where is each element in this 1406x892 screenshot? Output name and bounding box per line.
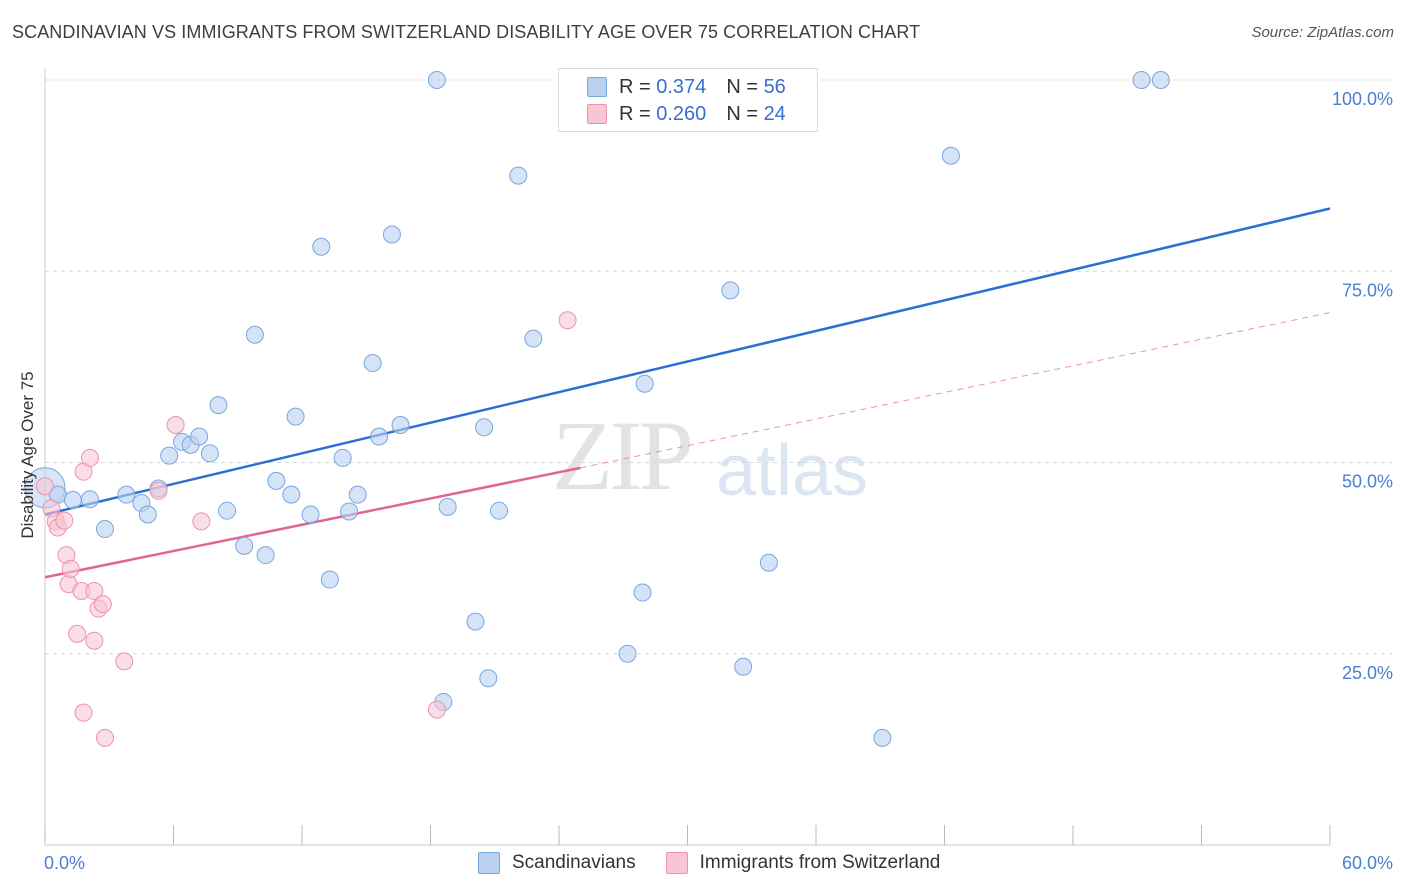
point-scandinavians (1151, 71, 1170, 89)
x-tick-label: 0.0% (44, 853, 85, 873)
legend-item-switzerland: Immigrants from Switzerland (665, 852, 941, 874)
point-scandinavians (333, 448, 352, 467)
y-tick-label: 50.0% (1342, 472, 1393, 492)
point-switzerland (80, 448, 99, 467)
point-switzerland (166, 416, 185, 435)
point-switzerland (61, 559, 80, 578)
point-scandinavians (160, 446, 179, 465)
legend-label-switzerland: Immigrants from Switzerland (699, 852, 941, 873)
point-scandinavians (391, 416, 410, 435)
tick-labels: 25.0% 50.0% 75.0% 100.0% 0.0% 60.0% (44, 89, 1393, 873)
legend-n-value: 56 (763, 75, 786, 98)
point-scandinavians (235, 536, 254, 555)
point-scandinavians (267, 471, 286, 490)
point-scandinavians (941, 146, 960, 165)
legend-n-value: 24 (763, 102, 786, 125)
trendline-scandinavians-0 (44, 207, 1331, 516)
legend-r-label: R = (619, 102, 651, 125)
point-switzerland (95, 728, 114, 747)
legend-item-scandinavians: Scandinavians (478, 852, 636, 874)
point-scandinavians (479, 669, 498, 688)
point-scandinavians (190, 427, 209, 446)
point-scandinavians (438, 497, 457, 516)
watermark-zip: ZIP (552, 400, 694, 511)
point-switzerland (55, 511, 74, 530)
gridlines (45, 79, 1392, 655)
point-scandinavians (200, 444, 219, 463)
legend-r-value: 0.374 (656, 75, 707, 98)
point-switzerland (74, 703, 93, 722)
point-scandinavians (340, 502, 359, 521)
point-scandinavians (475, 418, 494, 437)
point-scandinavians (117, 485, 136, 504)
point-scandinavians (282, 485, 301, 504)
point-scandinavians (466, 612, 485, 631)
y-tick-label: 100.0% (1332, 89, 1393, 109)
y-tick-label: 75.0% (1342, 280, 1393, 300)
point-scandinavians (633, 583, 652, 602)
point-scandinavians (873, 728, 892, 747)
point-switzerland (427, 700, 446, 719)
watermark-atlas: atlas (716, 431, 869, 511)
point-scandinavians (245, 325, 264, 344)
point-scandinavians (218, 501, 237, 520)
point-scandinavians (209, 396, 228, 415)
point-switzerland (93, 595, 112, 614)
point-switzerland (149, 481, 168, 500)
point-scandinavians (348, 485, 367, 504)
point-scandinavians (286, 407, 305, 426)
point-scandinavians (95, 520, 114, 539)
point-scandinavians (80, 490, 99, 509)
legend-n-label: N = (726, 102, 758, 125)
point-scandinavians (320, 570, 339, 589)
point-scandinavians (635, 374, 654, 393)
legend-r-value: 0.260 (656, 102, 707, 125)
point-scandinavians (1132, 71, 1151, 89)
point-switzerland (558, 311, 577, 330)
legend-label-scandinavians: Scandinavians (512, 852, 636, 873)
x-tick-label: 60.0% (1342, 853, 1393, 873)
point-scandinavians (427, 71, 446, 89)
trendline-switzerland-2 (580, 312, 1331, 469)
point-scandinavians (490, 501, 509, 520)
legend-row-switzerland: R = 0.260 N = 24 (587, 102, 786, 126)
point-scandinavians (301, 505, 320, 524)
point-scandinavians (256, 546, 275, 565)
legend-n-label: N = (726, 75, 758, 98)
point-scandinavians (759, 553, 778, 572)
point-switzerland (192, 512, 211, 531)
point-scandinavians (734, 657, 753, 676)
legend-swatch-pink (665, 852, 688, 874)
point-scandinavians (312, 237, 331, 256)
chart-title: SCANDINAVIAN VS IMMIGRANTS FROM SWITZERL… (12, 22, 921, 42)
point-scandinavians (524, 329, 543, 348)
point-scandinavians (363, 354, 382, 373)
point-switzerland (85, 631, 104, 650)
point-scandinavians (721, 281, 740, 300)
point-switzerland (68, 624, 87, 643)
trendlines (44, 207, 1331, 579)
legend-row-scandinavians: R = 0.374 N = 56 (587, 75, 786, 99)
legend-swatch-blue (478, 852, 500, 874)
y-axis-label: Disability Age Over 75 (18, 371, 37, 539)
y-tick-label: 25.0% (1342, 663, 1393, 683)
point-scandinavians (370, 427, 389, 446)
axes (44, 68, 1331, 846)
point-switzerland (36, 477, 54, 496)
legend-swatch-blue (587, 77, 607, 97)
source-label: Source: ZipAtlas.com (1251, 24, 1394, 41)
legend-swatch-pink (587, 104, 607, 124)
data-points (24, 71, 1170, 747)
series-legend: Scandinavians Immigrants from Switzerlan… (478, 852, 970, 874)
point-scandinavians (138, 505, 157, 524)
point-scandinavians (509, 166, 528, 185)
point-scandinavians (63, 490, 82, 509)
point-scandinavians (618, 644, 637, 663)
point-switzerland (85, 582, 104, 601)
correlation-legend: R = 0.374 N = 56 R = 0.260 N = 24 (558, 68, 818, 132)
legend-r-label: R = (619, 75, 651, 98)
point-switzerland (115, 652, 134, 671)
point-scandinavians (382, 225, 401, 244)
